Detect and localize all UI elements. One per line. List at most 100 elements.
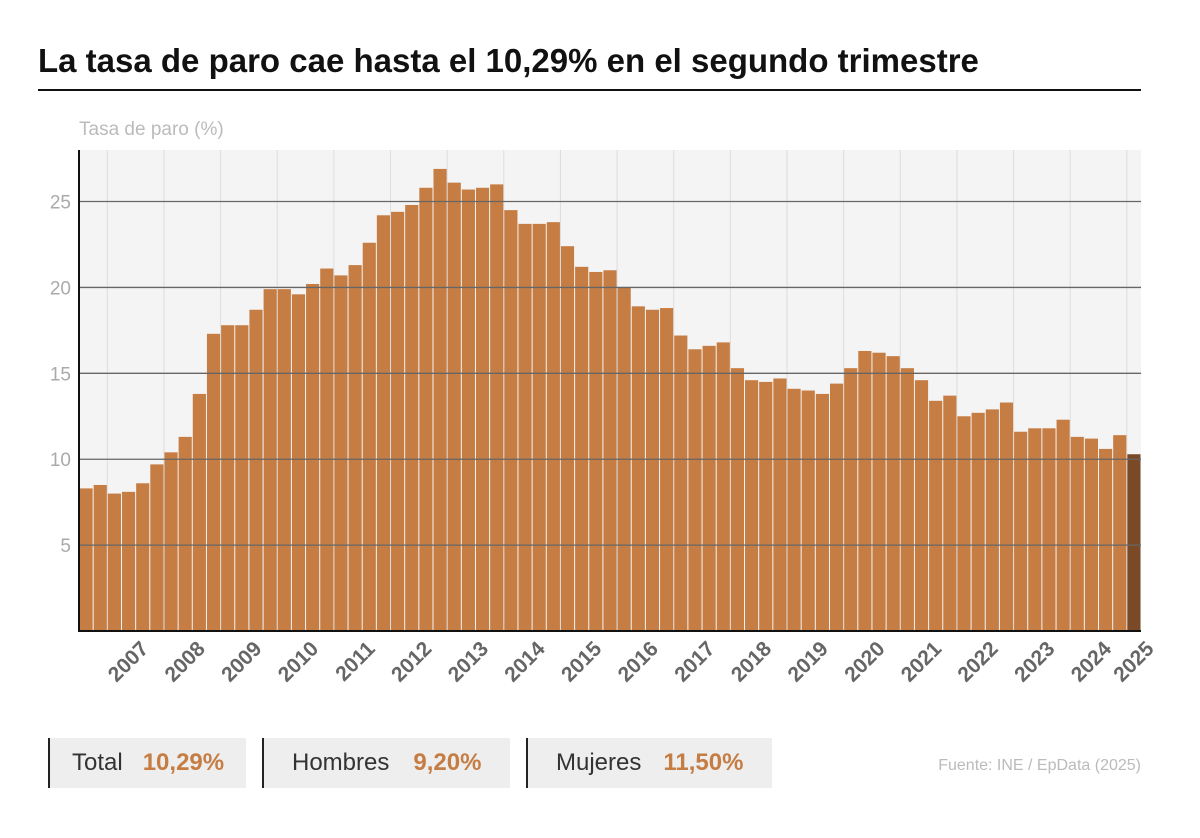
bar-2014T2 (518, 223, 532, 631)
y-tick-5: 5 (60, 536, 71, 557)
bar-2023T1 (1014, 431, 1028, 631)
bar-2016T3 (645, 309, 660, 631)
bar-2010T3 (306, 283, 320, 631)
y-tick-20: 20 (50, 278, 71, 299)
bar-2025T1 (1127, 454, 1141, 631)
y-tick-10: 10 (50, 450, 71, 471)
y-axis-label: Tasa de paro (%) (79, 119, 224, 140)
bar-2007T1 (107, 493, 121, 631)
source-note: Fuente: INE / EpData (2025) (938, 757, 1141, 774)
bar-2024T2 (1084, 438, 1099, 631)
x-tick-2017: 2017 (670, 637, 719, 686)
x-tick-2022: 2022 (953, 637, 1002, 686)
bar-2013T1 (447, 182, 461, 631)
bar-2010T2 (291, 294, 306, 631)
bar-2024T3 (1099, 448, 1113, 631)
bar-2019T3 (815, 393, 829, 631)
x-tick-2016: 2016 (614, 637, 663, 686)
bar-2006T4 (93, 484, 107, 631)
bar-2012T2 (405, 204, 419, 631)
bar-2014T4 (546, 222, 560, 631)
bar-2020T4 (886, 356, 900, 631)
bar-2020T3 (872, 352, 886, 631)
bar-2021T3 (929, 400, 943, 631)
stat-mujeres-label: Mujeres (556, 749, 642, 776)
bar-2016T4 (660, 308, 674, 631)
bar-2015T4 (603, 270, 617, 631)
x-tick-2011: 2011 (331, 637, 380, 686)
bar-2007T4 (150, 464, 164, 631)
bar-2018T2 (745, 380, 759, 631)
x-tick-2013: 2013 (444, 637, 493, 686)
bar-2012T3 (419, 187, 433, 632)
bar-2011T4 (376, 215, 391, 631)
bar-2007T3 (136, 483, 150, 631)
bar-2012T1 (391, 211, 405, 631)
bar-2015T3 (589, 271, 603, 631)
bar-2022T1 (957, 416, 971, 631)
bar-2008T2 (178, 436, 192, 631)
stat-mujeres: Mujeres 11,50% (526, 738, 772, 788)
stat-total: Total 10,29% (48, 738, 246, 788)
x-tick-labels: 2007 2008 2009 2010 2011 2012 2013 2014 2015 2016… (104, 637, 1159, 687)
horizontal-gridlines (79, 200, 1141, 546)
bar-2023T2 (1028, 428, 1042, 631)
bar-2021T4 (943, 395, 957, 631)
bar-2018T1 (730, 368, 745, 631)
stat-total-marker (48, 738, 50, 788)
bar-2015T1 (560, 246, 575, 631)
x-tick-2010: 2010 (274, 637, 323, 686)
stat-hombres-marker (262, 738, 264, 788)
y-tick-25: 25 (50, 193, 71, 214)
bar-2021T1 (900, 368, 914, 631)
bar-2013T4 (490, 184, 504, 632)
stat-total-label: Total (72, 749, 123, 776)
bar-2009T2 (235, 325, 249, 631)
x-tick-2018: 2018 (727, 637, 777, 687)
x-tick-2014: 2014 (500, 637, 550, 687)
bar-2014T1 (504, 210, 518, 632)
stat-hombres-label: Hombres (292, 749, 390, 776)
x-tick-2025: 2025 (1109, 637, 1159, 687)
bar-2020T2 (858, 350, 872, 631)
bar-2014T3 (532, 223, 546, 631)
bar-2012T4 (433, 168, 447, 631)
bar-2011T1 (334, 275, 348, 631)
x-tick-2012: 2012 (387, 637, 436, 686)
stat-mujeres-value: 11,50% (663, 749, 744, 776)
bar-2017T1 (674, 335, 688, 631)
bar-2022T3 (985, 409, 999, 631)
x-tick-2024: 2024 (1067, 637, 1117, 687)
x-tick-2023: 2023 (1010, 637, 1059, 686)
bar-2018T3 (759, 381, 773, 631)
bar-2009T4 (263, 289, 277, 631)
bar-2017T2 (688, 349, 702, 631)
stat-total-value: 10,29% (142, 749, 225, 776)
bar-2008T1 (164, 452, 178, 631)
y-tick-labels: 5 10 15 20 25 (50, 193, 71, 558)
bars (79, 168, 1141, 632)
bar-2011T3 (362, 242, 376, 631)
stat-mujeres-marker (526, 738, 528, 788)
bar-2024T1 (1070, 436, 1084, 631)
bar-2007T2 (121, 491, 136, 631)
x-tick-2015: 2015 (557, 637, 607, 687)
bar-2016T2 (631, 306, 645, 631)
bar-2013T2 (461, 189, 475, 631)
chart-title: La tasa de paro cae hasta el 10,29% en e… (38, 42, 979, 79)
bar-2019T1 (787, 388, 801, 631)
bar-2019T4 (829, 383, 844, 631)
bar-2019T2 (801, 390, 815, 631)
x-tick-2008: 2008 (161, 637, 211, 687)
bar-2006T3 (79, 488, 93, 631)
bar-2017T3 (702, 345, 716, 631)
bar-2010T1 (277, 289, 291, 631)
bar-2023T4 (1056, 419, 1070, 631)
x-tick-2021: 2021 (897, 637, 947, 687)
x-tick-2007: 2007 (104, 637, 153, 686)
bar-2021T2 (914, 380, 929, 631)
bar-2018T4 (773, 378, 787, 631)
bar-2017T4 (716, 342, 730, 631)
bar-2024T4 (1113, 435, 1127, 631)
